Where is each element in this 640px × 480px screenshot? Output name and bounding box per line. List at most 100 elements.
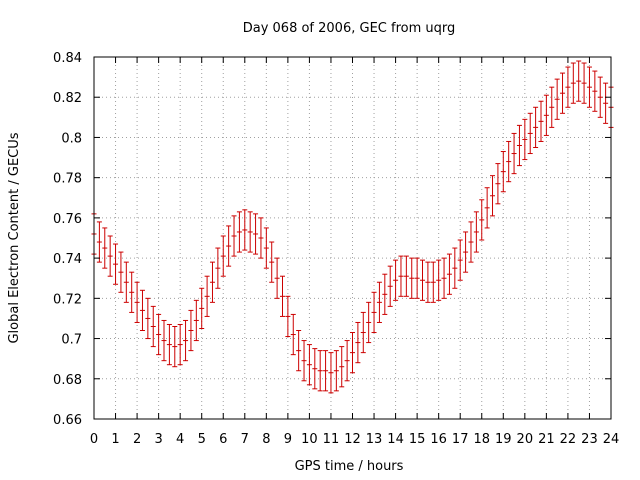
data-point — [403, 255, 409, 297]
y-tick-label: 0.68 — [53, 373, 82, 388]
data-point — [215, 247, 221, 289]
y-tick-label: 0.7 — [61, 333, 82, 348]
x-tick-label: 6 — [219, 432, 227, 447]
data-point — [560, 72, 566, 114]
data-point — [543, 94, 549, 136]
x-tick-label: 0 — [90, 432, 98, 447]
y-tick-label: 0.74 — [53, 252, 82, 267]
data-point — [409, 257, 415, 299]
data-point — [366, 301, 372, 344]
data-point — [570, 62, 576, 104]
data-point — [263, 227, 269, 269]
x-tick-label: 17 — [452, 432, 469, 447]
y-tick-label: 0.78 — [53, 172, 82, 187]
data-point — [522, 118, 528, 161]
data-point — [490, 175, 496, 217]
data-point — [247, 211, 253, 253]
data-point — [96, 221, 102, 263]
data-point — [312, 348, 318, 390]
data-point — [139, 289, 145, 332]
x-tick-label: 8 — [262, 432, 270, 447]
data-point — [269, 241, 275, 283]
x-tick-label: 2 — [133, 432, 141, 447]
data-point — [360, 311, 366, 354]
data-point — [457, 239, 463, 281]
y-tick-label: 0.66 — [53, 413, 82, 428]
y-tick-label: 0.84 — [53, 51, 82, 66]
data-point — [328, 352, 334, 394]
x-tick-label: 14 — [387, 432, 404, 447]
data-point — [258, 217, 264, 259]
data-point — [387, 265, 393, 307]
data-point — [500, 151, 506, 193]
data-point — [204, 275, 210, 317]
data-point — [603, 82, 609, 124]
data-point — [113, 243, 119, 285]
data-point — [452, 247, 458, 289]
data-point — [134, 281, 140, 323]
x-tick-label: 18 — [473, 432, 490, 447]
data-point — [371, 291, 377, 334]
data-point — [193, 299, 199, 342]
data-point — [129, 271, 135, 313]
data-point — [123, 261, 129, 303]
data-point — [355, 321, 361, 364]
data-point — [484, 187, 490, 229]
x-tick-label: 16 — [430, 432, 447, 447]
data-point — [527, 112, 533, 155]
y-tick-label: 0.8 — [61, 131, 82, 146]
data-point — [473, 211, 479, 253]
data-point — [107, 235, 113, 277]
data-point — [430, 261, 436, 303]
data-point — [533, 106, 539, 148]
data-point — [479, 199, 485, 241]
data-point — [323, 350, 329, 392]
data-point — [150, 305, 156, 348]
data-point — [495, 163, 501, 205]
data-point — [425, 261, 431, 303]
data-point — [199, 287, 205, 329]
data-point — [565, 66, 571, 108]
data-point — [242, 209, 248, 251]
data-point — [554, 78, 560, 120]
x-tick-labels: 0 1 2 3 4 5 6 7 8 9 10 11 12 13 14 15 16 17 18 19 20 21 22 23 24 — [90, 432, 619, 447]
y-tick-labels: 0.66 0.68 0.7 0.72 0.74 0.76 0.78 0.8 0.82 0.84 — [53, 51, 82, 428]
data-point — [446, 253, 452, 295]
data-point — [231, 215, 237, 257]
data-point — [393, 259, 399, 301]
errorbar-series — [91, 60, 614, 394]
data-point — [317, 350, 323, 392]
data-point — [420, 259, 426, 301]
x-tick-label: 9 — [284, 432, 292, 447]
data-point — [516, 124, 522, 167]
data-point — [306, 344, 312, 386]
data-point — [344, 340, 350, 382]
data-point — [102, 227, 108, 269]
x-tick-label: 13 — [366, 432, 383, 447]
x-tick-label: 4 — [176, 432, 184, 447]
data-point — [285, 295, 291, 338]
axis-ticks — [93, 56, 612, 420]
x-tick-label: 10 — [301, 432, 318, 447]
data-point — [226, 225, 232, 267]
data-point — [586, 66, 592, 108]
y-axis-label: Global Electron Content / GECUs — [7, 132, 22, 343]
data-point — [220, 235, 226, 277]
data-point — [511, 132, 517, 175]
x-tick-label: 23 — [581, 432, 598, 447]
x-tick-label: 22 — [560, 432, 577, 447]
data-point — [161, 319, 167, 362]
x-tick-label: 12 — [344, 432, 361, 447]
data-point — [549, 86, 555, 128]
data-point — [597, 76, 603, 118]
data-point — [290, 313, 296, 356]
data-point — [177, 323, 183, 366]
data-point — [145, 297, 151, 340]
data-point — [279, 275, 285, 317]
data-point — [414, 257, 420, 299]
data-point — [538, 100, 544, 142]
data-point — [183, 319, 189, 362]
y-tick-label: 0.76 — [53, 212, 82, 227]
data-point — [441, 257, 447, 299]
